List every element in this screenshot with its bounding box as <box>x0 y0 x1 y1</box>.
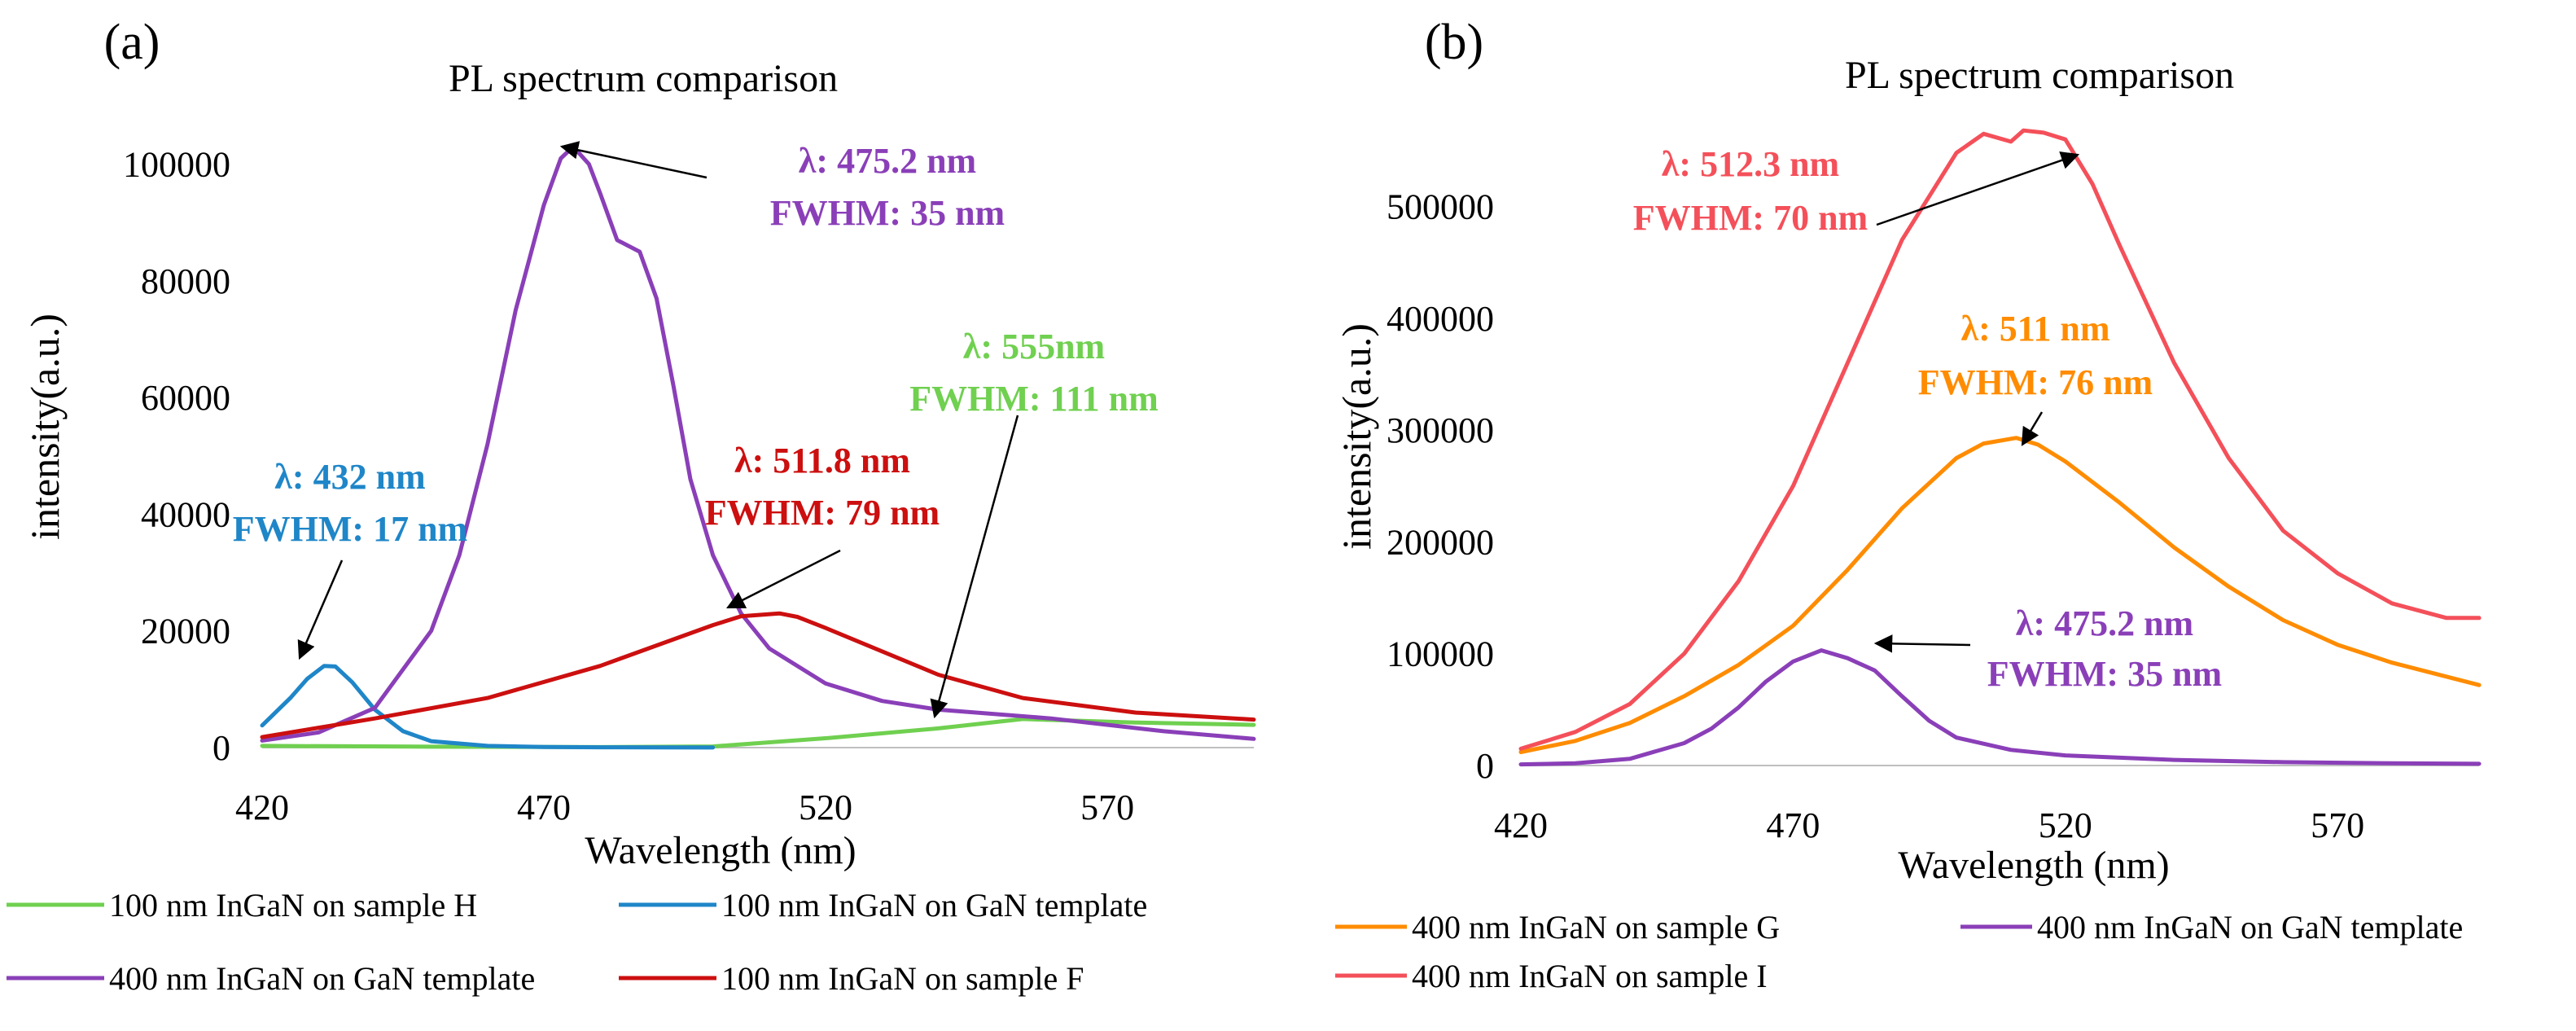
annotation-arrow <box>1873 634 1971 653</box>
y-tick-label: 300000 <box>1387 410 1494 450</box>
annotation-arrow <box>559 141 708 179</box>
annotation-text: FWHM: 79 nm <box>705 493 940 533</box>
x-tick-label: 520 <box>799 788 852 827</box>
legend-label: 400 nm InGaN on GaN template <box>109 960 535 997</box>
legend-label: 100 nm InGaN on sample H <box>109 887 477 924</box>
y-tick-label: 100000 <box>1387 634 1494 674</box>
y-tick-label: 0 <box>212 728 230 768</box>
y-tick-label: 500000 <box>1387 187 1494 227</box>
annotation-text: λ: 512.3 nm <box>1662 144 1839 184</box>
series-line-3 <box>260 611 1256 739</box>
chart-title: PL spectrum comparison <box>1845 54 2234 97</box>
x-tick-label: 470 <box>1766 805 1820 845</box>
annotation-arrow <box>2021 411 2044 446</box>
annotation-text: FWHM: 76 nm <box>1918 362 2153 402</box>
y-tick-label: 400000 <box>1387 299 1494 339</box>
y-tick-label: 100000 <box>123 145 230 185</box>
chart-title: PL spectrum comparison <box>449 57 838 100</box>
y-axis-label: intensity(a.u.) <box>1334 323 1379 550</box>
annotation-text: λ: 475.2 nm <box>2016 603 2193 643</box>
series-line-2 <box>1518 128 2482 751</box>
x-tick-label: 470 <box>517 788 571 827</box>
y-tick-label: 60000 <box>141 378 230 418</box>
y-axis-label: intensity(a.u.) <box>22 314 68 540</box>
chart-panel-a: (a) PL spectrum comparison 0 20000 40000 6000… <box>7 15 1256 997</box>
x-axis-label: Wavelength (nm) <box>585 829 856 872</box>
panel-label: (b) <box>1425 15 1483 70</box>
legend-label: 100 nm InGaN on sample F <box>721 960 1084 997</box>
legend-label: 400 nm InGaN on GaN template <box>2037 909 2463 945</box>
annotation-text: λ: 475.2 nm <box>799 141 976 181</box>
panel-label: (a) <box>104 15 160 70</box>
annotation-arrow <box>930 415 1019 719</box>
series-line-1 <box>260 664 716 750</box>
annotation-arrow <box>297 559 344 660</box>
annotation-text: FWHM: 35 nm <box>1987 654 2222 694</box>
annotation-text: FWHM: 111 nm <box>909 379 1159 419</box>
annotation-text: FWHM: 35 nm <box>770 193 1005 233</box>
x-tick-label: 420 <box>235 788 289 827</box>
annotation-text: λ: 511 nm <box>1961 309 2110 349</box>
series-line-2 <box>260 144 1256 743</box>
legend-label: 400 nm InGaN on sample G <box>1412 909 1780 945</box>
legend-label: 100 nm InGaN on GaN template <box>721 887 1147 924</box>
annotation-text: FWHM: 17 nm <box>233 509 467 549</box>
x-axis-label: Wavelength (nm) <box>1898 844 2169 887</box>
annotation-text: λ: 511.8 nm <box>734 441 910 480</box>
series-line-1 <box>1518 648 2482 767</box>
chart-panel-b: (b) PL spectrum comparison 0 100000 200000 30… <box>1334 15 2482 994</box>
x-tick-label: 570 <box>2311 805 2364 845</box>
y-tick-label: 80000 <box>141 261 230 301</box>
annotation-arrow <box>725 549 841 609</box>
y-tick-label: 0 <box>1476 746 1494 786</box>
y-tick-label: 200000 <box>1387 522 1494 562</box>
annotation-arrow <box>1876 151 2080 226</box>
x-tick-label: 570 <box>1080 788 1134 827</box>
annotation-text: λ: 432 nm <box>274 457 425 497</box>
series-line-0 <box>1518 436 2482 754</box>
y-tick-label: 40000 <box>141 494 230 534</box>
annotation-text: FWHM: 70 nm <box>1633 198 1868 238</box>
x-tick-label: 420 <box>1494 805 1548 845</box>
y-tick-label: 20000 <box>141 612 230 652</box>
annotation-text: λ: 555nm <box>963 327 1105 366</box>
x-tick-label: 520 <box>2039 805 2092 845</box>
legend-label: 400 nm InGaN on sample I <box>1412 958 1768 994</box>
